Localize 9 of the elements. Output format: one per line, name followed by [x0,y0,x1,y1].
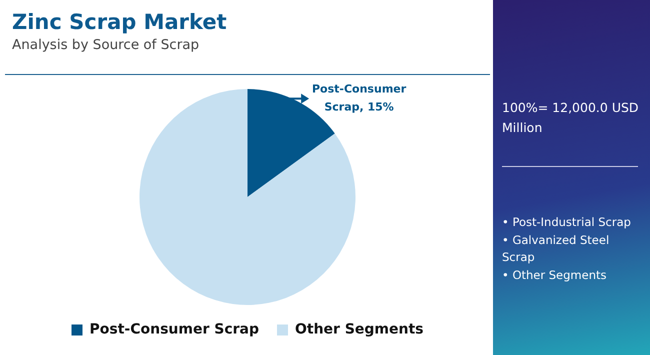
legend-label: Other Segments [294,322,424,338]
text: • Galvanized Steel Scrap [502,232,610,264]
text: • Other Segments [502,268,606,282]
text: • Post-Industrial Scrap [502,215,631,229]
data-label: Post-Consumer Scrap, 15% [312,82,407,114]
chart-title: Zinc Scrap Market [12,10,227,34]
chart-subtitle: Analysis by Source of Scrap [12,37,200,53]
text: 100%= 12,000.0 USD Million [502,99,640,137]
legend-label: Post-Consumer Scrap [90,322,259,338]
